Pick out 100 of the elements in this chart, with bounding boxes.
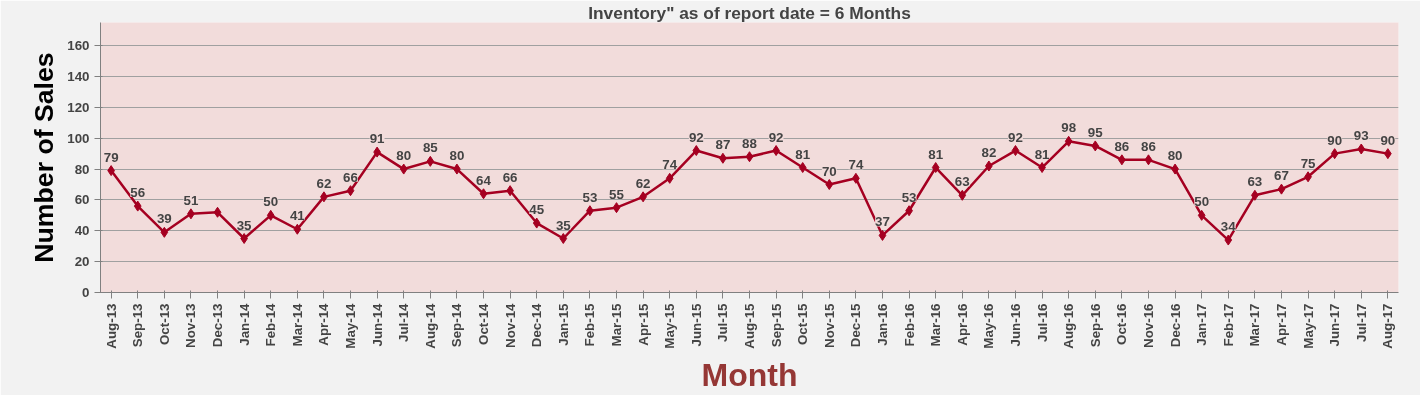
chart-title: Inventory" as of report date = 6 Months: [588, 2, 911, 23]
data-label: 39: [156, 211, 172, 227]
x-tick-label: Apr-15: [635, 302, 651, 346]
x-tick-label: Sep-16: [1087, 303, 1103, 348]
point: [532, 217, 541, 229]
x-tick-label: Jun-14: [369, 302, 385, 347]
data-label: 92: [688, 129, 704, 145]
point: [931, 162, 940, 174]
x-tick-label: Nov-15: [821, 302, 837, 348]
data-label: 86: [1114, 138, 1130, 154]
x-tick-label: Mar-15: [609, 302, 625, 347]
point: [266, 209, 275, 221]
data-label: 74: [848, 157, 864, 173]
x-tick-label: Mar-14: [289, 302, 305, 347]
x-tick-label: Feb-15: [582, 302, 598, 347]
x-tick-label: Oct-13: [156, 303, 172, 345]
x-tick-label: Apr-14: [316, 302, 332, 346]
x-tick-label: Jul-15: [715, 302, 731, 343]
x-tick-label: Aug-17: [1380, 303, 1396, 349]
x-tick-label: Dec-16: [1167, 303, 1183, 348]
x-tick-label: Feb-16: [901, 303, 917, 347]
point: [692, 145, 701, 157]
point: [1011, 145, 1020, 157]
y-tick-label: 80: [74, 161, 90, 177]
data-label: 80: [449, 148, 465, 164]
point: [745, 151, 754, 163]
point: [1144, 154, 1153, 166]
x-tick-label: Jul-16: [1034, 303, 1050, 343]
data-label: 80: [396, 148, 412, 164]
x-tick-label: Dec-14: [529, 302, 545, 348]
x-tick-label: Jul-17: [1353, 303, 1369, 343]
data-label: 92: [1008, 129, 1023, 145]
data-label: 91: [369, 131, 386, 147]
point: [665, 172, 674, 184]
point: [1197, 209, 1206, 221]
x-tick-label: Jan-17: [1194, 303, 1210, 346]
data-label: 53: [582, 189, 598, 205]
x-tick-label: Oct-16: [1114, 303, 1130, 345]
data-label: 50: [1194, 194, 1210, 210]
x-tick-label: May-14: [343, 302, 359, 349]
data-label: 81: [928, 146, 944, 162]
data-label: 70: [821, 163, 837, 179]
y-tick-label: 100: [67, 130, 90, 146]
x-tick-label: Oct-14: [476, 302, 492, 345]
x-tick-label: Jul-14: [396, 302, 412, 343]
data-label: 64: [476, 172, 492, 188]
data-label: 45: [529, 202, 545, 218]
data-label: 82: [981, 144, 997, 160]
data-label: 62: [635, 175, 651, 191]
x-tick-label: Jun-17: [1327, 303, 1343, 347]
point: [346, 185, 355, 197]
point: [1277, 183, 1286, 195]
x-tick-label: Apr-16: [954, 303, 970, 346]
data-label: 75: [1300, 155, 1317, 171]
data-label: 34: [1220, 219, 1237, 235]
data-label: 35: [236, 217, 253, 233]
point: [213, 206, 222, 218]
x-tick-label: Feb-17: [1220, 303, 1236, 347]
x-tick-label: Jun-15: [688, 302, 704, 347]
x-tick-label: Mar-17: [1247, 303, 1263, 347]
point: [1330, 148, 1339, 160]
data-label: 63: [1247, 174, 1263, 190]
x-tick-label: Nov-13: [183, 303, 199, 348]
point: [1357, 143, 1366, 155]
x-tick-label: Apr-17: [1273, 303, 1289, 346]
point: [825, 179, 834, 190]
data-label: 79: [103, 149, 119, 165]
y-tick-label: 0: [82, 285, 90, 300]
data-label: 55: [609, 186, 625, 202]
x-tick-label: Oct-15: [795, 302, 811, 345]
x-tick-label: Sep-15: [768, 302, 784, 348]
point: [958, 189, 967, 201]
point: [878, 229, 887, 241]
data-label: 87: [715, 137, 731, 153]
data-label: 74: [662, 157, 678, 173]
x-tick-label: Aug-14: [422, 302, 438, 349]
x-tick-label: Sep-13: [130, 303, 146, 348]
x-tick-label: May-15: [662, 302, 678, 349]
data-label: 62: [316, 175, 332, 191]
x-tick-label: Jan-16: [874, 303, 890, 346]
data-label: 67: [1274, 168, 1289, 184]
point: [426, 155, 435, 167]
data-label: 81: [795, 146, 811, 162]
y-tick-label: 160: [67, 38, 90, 54]
data-label: 90: [1327, 132, 1343, 148]
data-label: 98: [1061, 120, 1077, 136]
point: [1064, 135, 1073, 147]
y-tick-label: 60: [74, 192, 90, 208]
x-tick-label: Nov-14: [502, 302, 518, 348]
data-label: 41: [289, 208, 306, 224]
y-tick-label: 140: [67, 69, 90, 84]
data-label: 66: [502, 169, 518, 185]
point: [240, 233, 248, 244]
x-tick-label: Feb-14: [263, 302, 279, 347]
x-tick-label: May-16: [981, 303, 997, 349]
data-label: 81: [1034, 146, 1051, 162]
data-label: 92: [768, 129, 784, 145]
y-tick-label: 20: [74, 254, 90, 270]
data-label: 51: [183, 192, 199, 208]
x-tick-label: Mar-16: [928, 303, 944, 347]
